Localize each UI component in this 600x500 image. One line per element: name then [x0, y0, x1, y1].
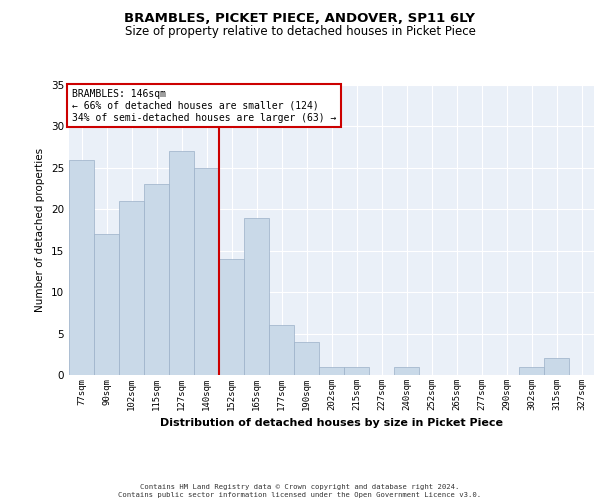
Bar	[69, 160, 94, 375]
Bar	[519, 366, 544, 375]
Bar	[194, 168, 219, 375]
Bar	[544, 358, 569, 375]
Bar	[344, 366, 369, 375]
X-axis label: Distribution of detached houses by size in Picket Piece: Distribution of detached houses by size …	[160, 418, 503, 428]
Bar	[219, 259, 244, 375]
Bar	[394, 366, 419, 375]
Text: Size of property relative to detached houses in Picket Piece: Size of property relative to detached ho…	[125, 25, 475, 38]
Bar	[169, 152, 194, 375]
Bar	[94, 234, 119, 375]
Text: Contains HM Land Registry data © Crown copyright and database right 2024.
Contai: Contains HM Land Registry data © Crown c…	[118, 484, 482, 498]
Bar	[294, 342, 319, 375]
Text: BRAMBLES, PICKET PIECE, ANDOVER, SP11 6LY: BRAMBLES, PICKET PIECE, ANDOVER, SP11 6L…	[125, 12, 476, 26]
Bar	[119, 201, 144, 375]
Bar	[269, 326, 294, 375]
Bar	[144, 184, 169, 375]
Y-axis label: Number of detached properties: Number of detached properties	[35, 148, 46, 312]
Text: BRAMBLES: 146sqm
← 66% of detached houses are smaller (124)
34% of semi-detached: BRAMBLES: 146sqm ← 66% of detached house…	[71, 90, 336, 122]
Bar	[244, 218, 269, 375]
Bar	[319, 366, 344, 375]
